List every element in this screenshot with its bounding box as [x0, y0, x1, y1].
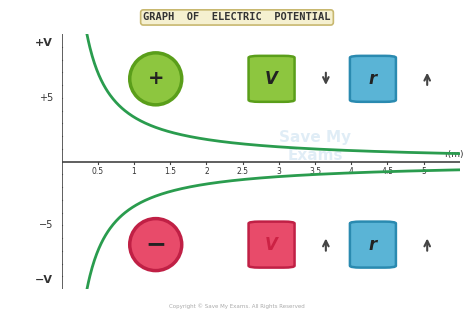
Text: r: r — [369, 236, 377, 253]
FancyBboxPatch shape — [350, 222, 396, 267]
Text: +V: +V — [35, 38, 53, 48]
Text: Save My
Exams: Save My Exams — [279, 130, 351, 163]
Ellipse shape — [130, 219, 182, 271]
Text: 1: 1 — [132, 167, 137, 176]
Text: 1.5: 1.5 — [164, 167, 176, 176]
Text: r(m): r(m) — [444, 151, 464, 160]
Text: 3.5: 3.5 — [309, 167, 321, 176]
Text: 2.5: 2.5 — [237, 167, 248, 176]
Text: +5: +5 — [39, 93, 53, 103]
Text: 2: 2 — [204, 167, 209, 176]
Text: Copyright © Save My Exams. All Rights Reserved: Copyright © Save My Exams. All Rights Re… — [169, 304, 305, 309]
Text: r: r — [369, 70, 377, 88]
Text: V: V — [265, 70, 278, 88]
Text: +: + — [147, 69, 164, 88]
FancyBboxPatch shape — [248, 56, 294, 102]
Text: 5: 5 — [421, 167, 426, 176]
Text: −5: −5 — [38, 220, 53, 230]
FancyBboxPatch shape — [248, 222, 294, 267]
FancyBboxPatch shape — [350, 56, 396, 102]
Ellipse shape — [130, 53, 182, 105]
Text: −: − — [145, 233, 166, 257]
Text: 0.5: 0.5 — [92, 167, 104, 176]
Text: 4.5: 4.5 — [381, 167, 393, 176]
Text: −V: −V — [35, 275, 53, 285]
Text: 3: 3 — [276, 167, 281, 176]
Text: 4: 4 — [349, 167, 354, 176]
Text: GRAPH  OF  ELECTRIC  POTENTIAL: GRAPH OF ELECTRIC POTENTIAL — [143, 12, 331, 22]
Text: V: V — [265, 236, 278, 253]
